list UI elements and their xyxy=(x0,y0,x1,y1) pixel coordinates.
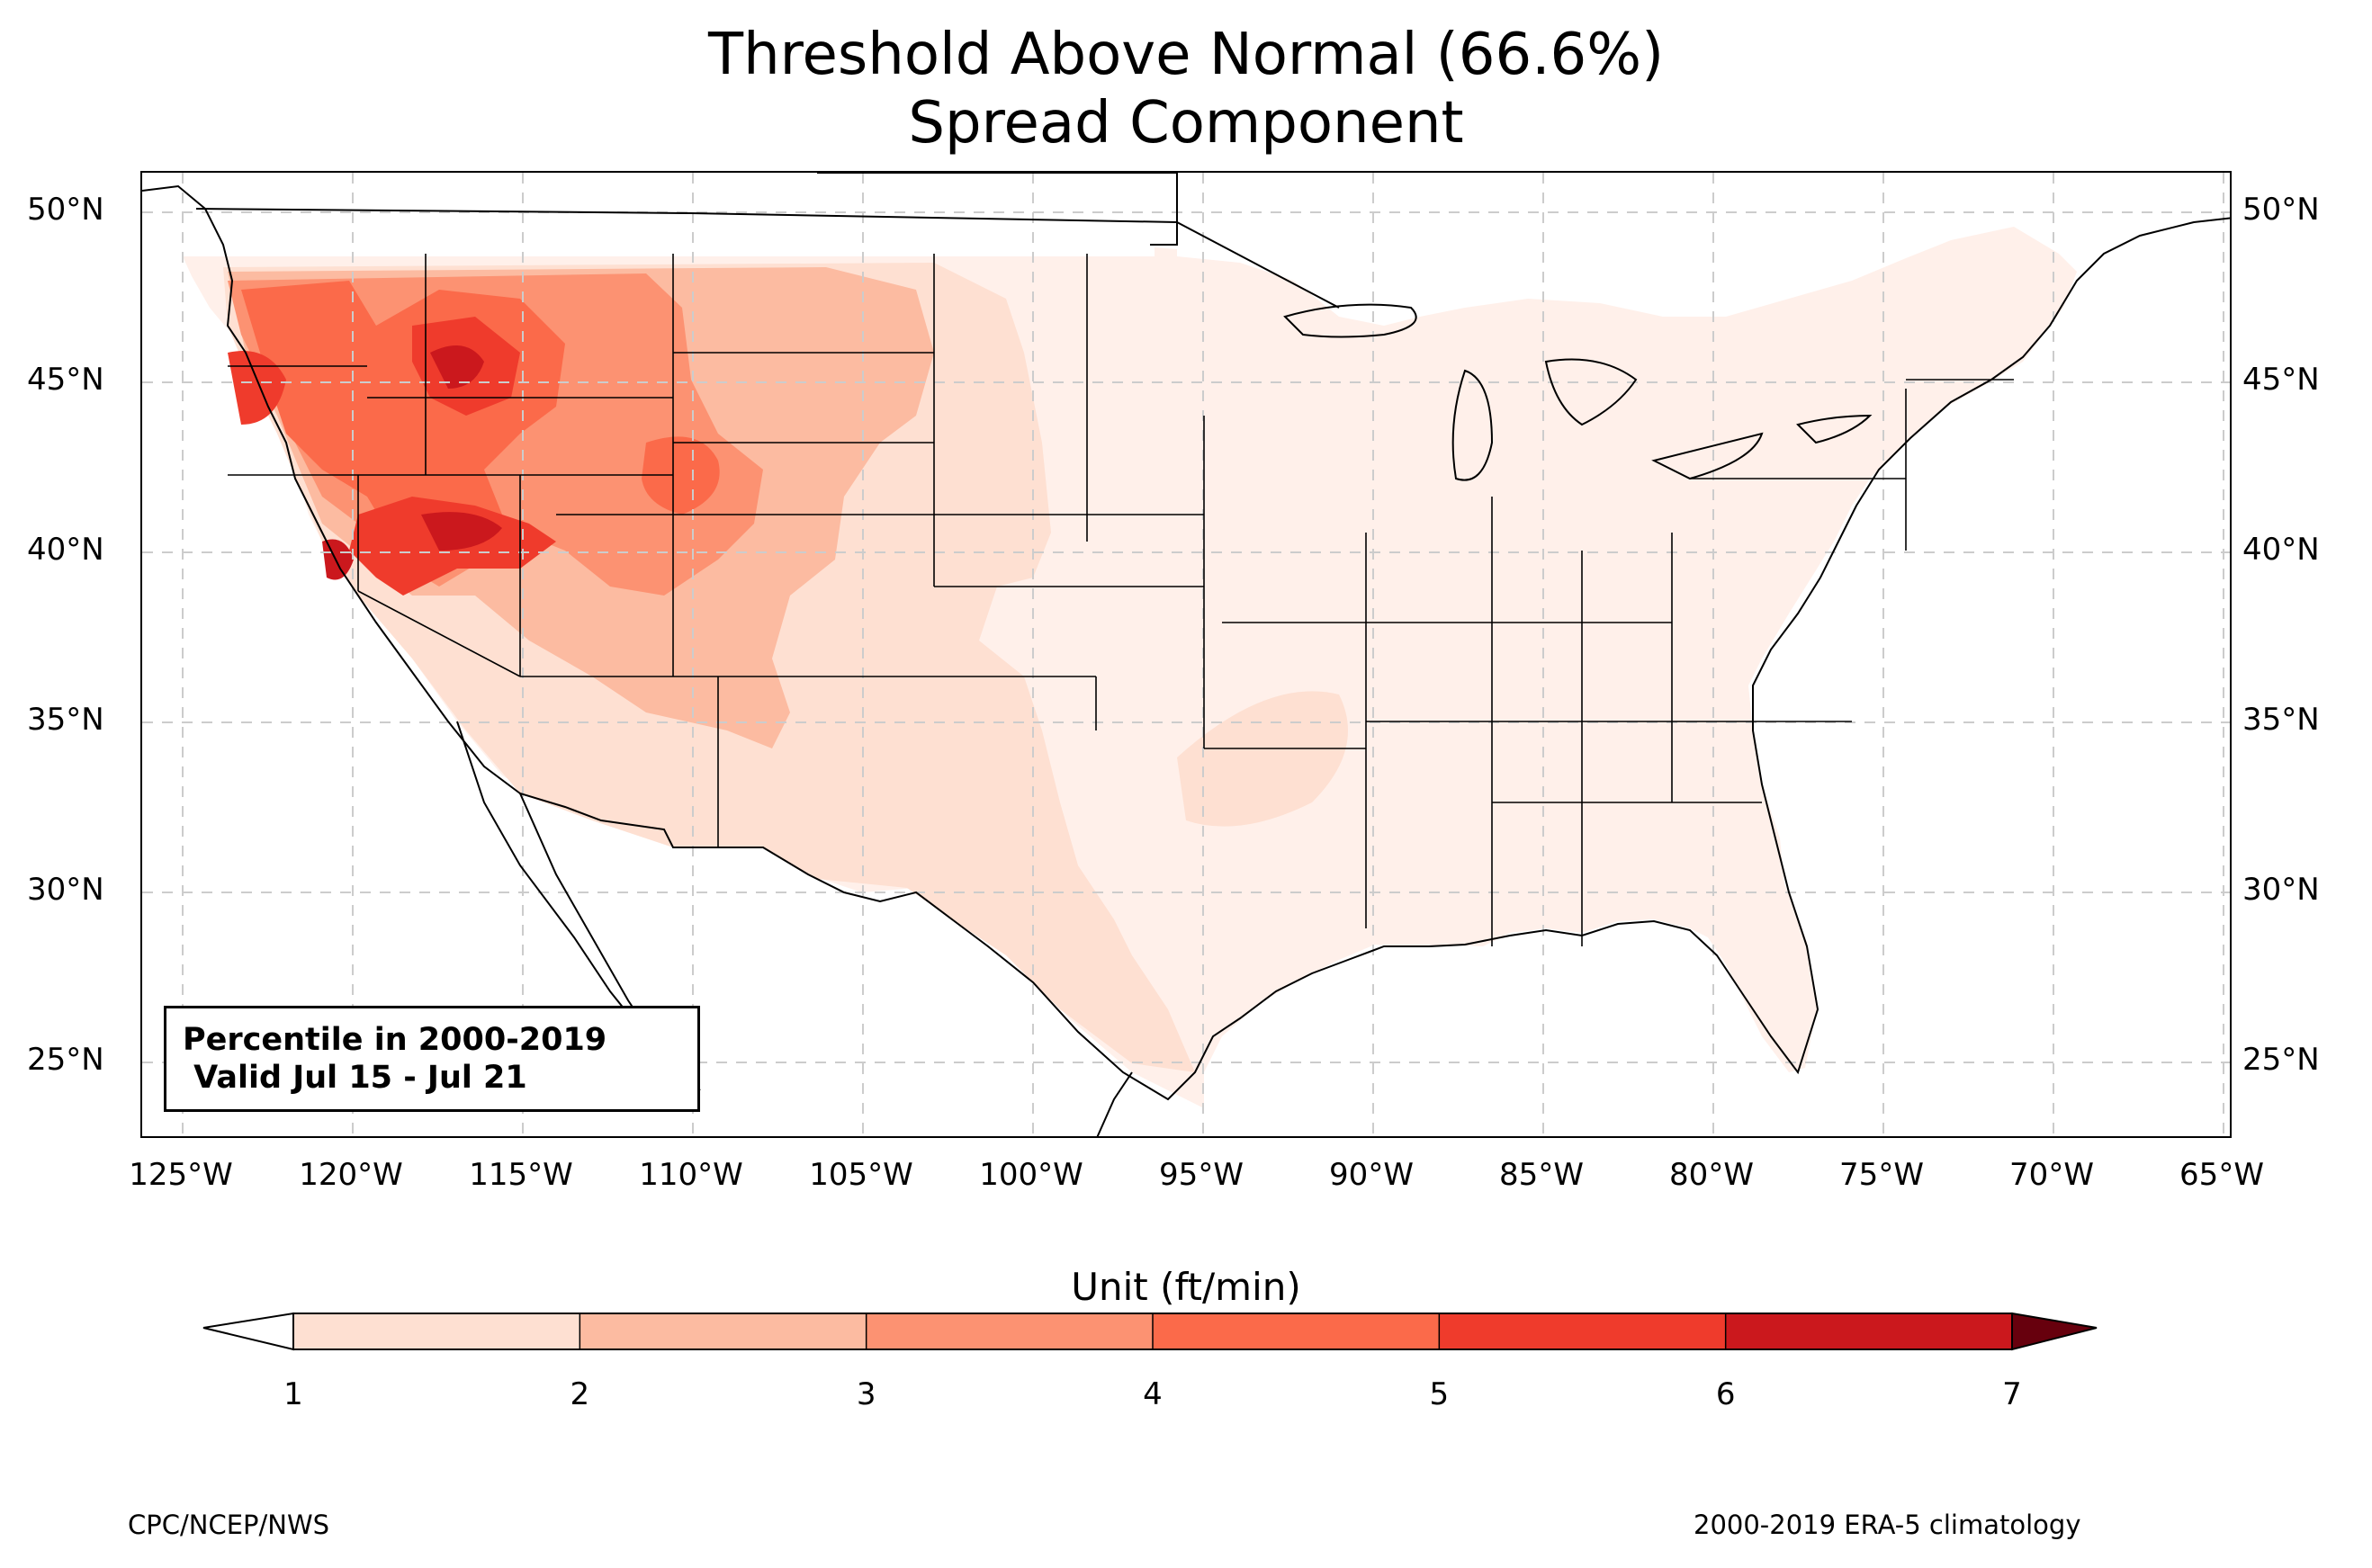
lat-label-50-right: 50°N xyxy=(2242,192,2320,228)
colorbar-tick-label: 2 xyxy=(570,1376,590,1412)
lon-label-100w: 100°W xyxy=(979,1157,1083,1193)
lon-label-125w: 125°W xyxy=(129,1157,233,1193)
lat-label-35-right: 35°N xyxy=(2242,702,2320,738)
footer-climatology: 2000-2019 ERA-5 climatology xyxy=(1694,1510,2081,1540)
lon-label-80w: 80°W xyxy=(1669,1157,1754,1193)
lon-label-85w: 85°W xyxy=(1499,1157,1584,1193)
colorbar-under-arrow xyxy=(202,1312,294,1351)
grid-lines xyxy=(142,173,2230,1136)
state-borders xyxy=(228,254,2014,946)
map-title: Threshold Above Normal (66.6%) xyxy=(707,22,1665,88)
level-6b-region xyxy=(421,512,502,551)
lat-label-35-left: 35°N xyxy=(27,702,104,738)
lon-label-120w: 120°W xyxy=(299,1157,403,1193)
lat-label-25-left: 25°N xyxy=(27,1042,104,1078)
colorbar-bin-2 xyxy=(580,1313,867,1349)
lat-label-45-right: 45°N xyxy=(2242,362,2320,398)
colorbar-bin-3 xyxy=(866,1313,1154,1349)
lon-label-70w: 70°W xyxy=(2009,1157,2094,1193)
lon-label-110w: 110°W xyxy=(639,1157,743,1193)
colorbar-tick-label: 7 xyxy=(2002,1376,2022,1412)
footer-source: CPC/NCEP/NWS xyxy=(128,1510,330,1540)
colorbar-bin-1 xyxy=(293,1313,580,1349)
lon-label-75w: 75°W xyxy=(1839,1157,1924,1193)
colorbar-tick-label: 6 xyxy=(1715,1376,1736,1412)
level-6-region xyxy=(430,345,484,389)
map-canvas xyxy=(142,173,2230,1136)
colorbar-bin-6 xyxy=(1725,1313,2013,1349)
lat-label-50-left: 50°N xyxy=(27,192,104,228)
colorbar-over-arrow xyxy=(2011,1312,2098,1351)
colorbar-bin-5 xyxy=(1439,1313,1727,1349)
colorbar-tick-label: 1 xyxy=(283,1376,303,1412)
info-box: Percentile in 2000-2019 Valid Jul 15 - J… xyxy=(164,1006,700,1112)
colorbar-tick-label: 5 xyxy=(1429,1376,1450,1412)
lon-label-95w: 95°W xyxy=(1159,1157,1244,1193)
lat-label-40-right: 40°N xyxy=(2242,532,2320,568)
lat-label-45-left: 45°N xyxy=(27,362,104,398)
great-lakes xyxy=(1283,303,1873,481)
lat-label-30-left: 30°N xyxy=(27,872,104,908)
colorbar-tick-label: 4 xyxy=(1143,1376,1163,1412)
map-panel xyxy=(140,171,2232,1138)
lat-label-25-right: 25°N xyxy=(2242,1042,2320,1078)
colorbar-tick-label: 3 xyxy=(856,1376,876,1412)
info-box-line2: Valid Jul 15 - Jul 21 xyxy=(183,1060,527,1096)
colorbar xyxy=(202,1312,2098,1351)
info-box-line1: Percentile in 2000-2019 xyxy=(183,1022,607,1058)
level-4b-region xyxy=(642,436,720,515)
lon-label-90w: 90°W xyxy=(1329,1157,1414,1193)
lat-label-30-right: 30°N xyxy=(2242,872,2320,908)
colorbar-label: Unit (ft/min) xyxy=(1071,1265,1301,1309)
lat-label-40-left: 40°N xyxy=(27,532,104,568)
lon-label-115w: 115°W xyxy=(469,1157,573,1193)
lon-label-65w: 65°W xyxy=(2179,1157,2264,1193)
level-1b-region xyxy=(1177,691,1348,827)
level-5c-region xyxy=(228,351,286,425)
lon-label-105w: 105°W xyxy=(809,1157,913,1193)
colorbar-bin-4 xyxy=(1153,1313,1440,1349)
map-subtitle: Spread Component xyxy=(908,90,1464,157)
